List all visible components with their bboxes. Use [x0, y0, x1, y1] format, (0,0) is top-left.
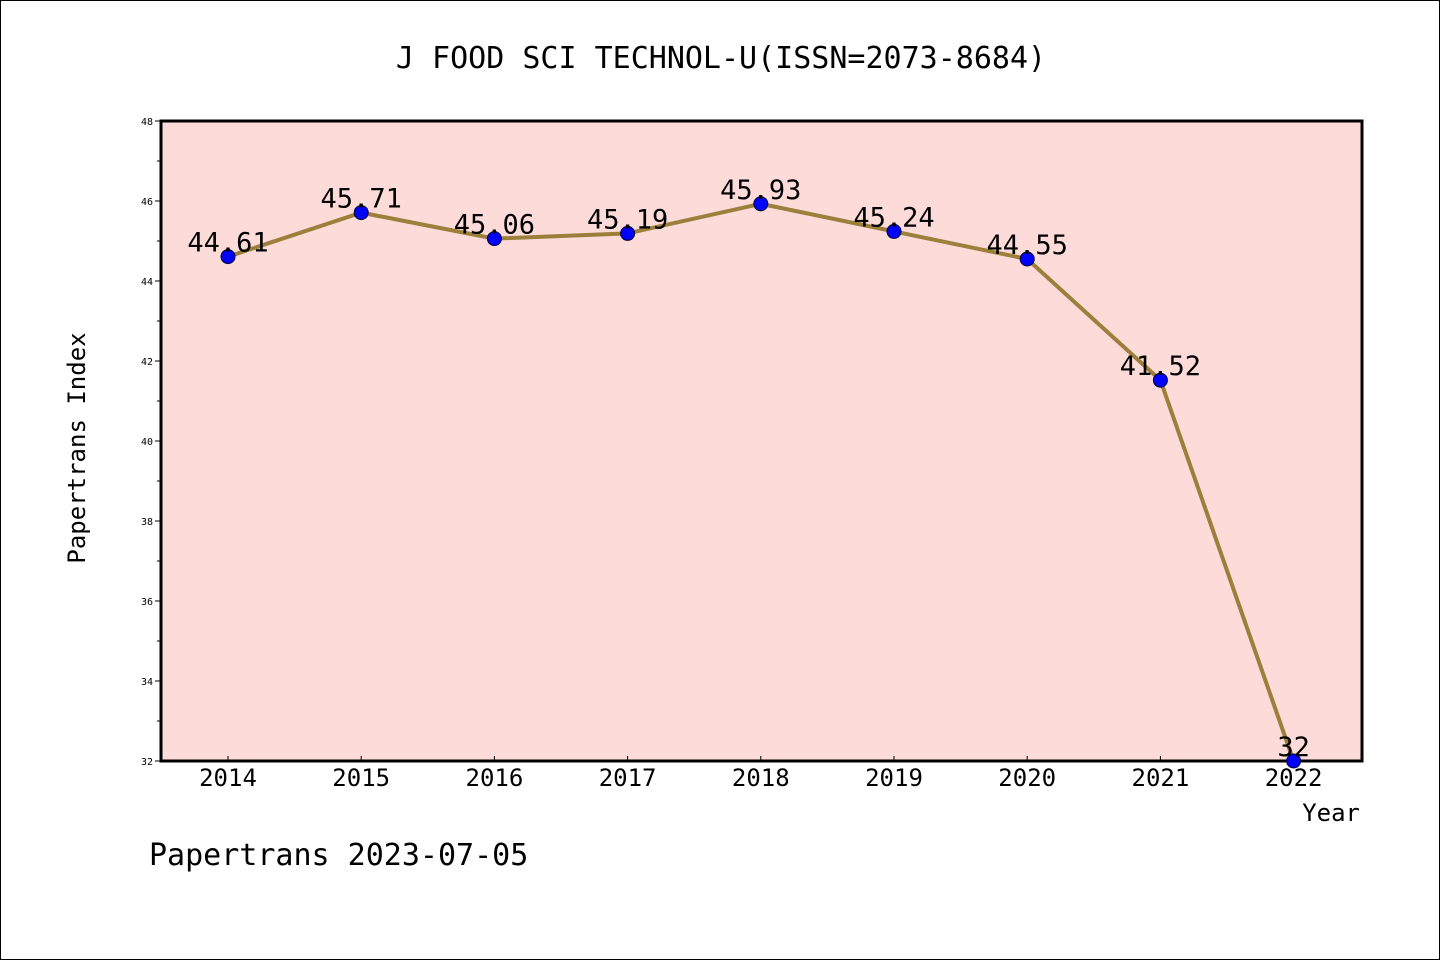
data-label: 44.61 — [187, 228, 268, 259]
data-label: 45.06 — [454, 210, 535, 241]
data-label: 44.55 — [987, 230, 1068, 261]
y-tick-label: 40 — [141, 437, 153, 448]
x-tick-label: 2014 — [199, 764, 257, 792]
data-point — [753, 196, 769, 212]
chart-title: J FOOD SCI TECHNOL-U(ISSN=2073-8684) — [396, 41, 1046, 76]
footer-text: Papertrans 2023-07-05 — [149, 838, 528, 873]
data-point — [886, 223, 902, 239]
data-point — [353, 205, 369, 221]
x-axis: 2014 2015 2016 2017 2018 2019 2020 2021 2022 — [199, 756, 1322, 792]
y-tick-label: 42 — [141, 357, 153, 368]
y-tick-label: 48 — [141, 117, 153, 128]
y-axis: 32 34 36 38 40 42 44 46 48 — [141, 117, 161, 768]
data-label: 45.24 — [853, 202, 934, 233]
data-label: 45.93 — [720, 175, 801, 206]
y-tick-label: 46 — [141, 197, 153, 208]
y-tick-label: 32 — [141, 757, 153, 768]
data-label: 32 — [1277, 732, 1310, 763]
data-point — [486, 231, 502, 247]
data-label: 45.19 — [587, 204, 668, 235]
x-tick-label: 2015 — [332, 764, 390, 792]
series-layer: 44.61 45.71 45.06 45.19 45.93 45.24 44.55 41.52… — [187, 175, 1310, 769]
x-tick-label: 2016 — [466, 764, 524, 792]
data-label: 45.71 — [321, 184, 402, 215]
plot-area — [159, 119, 1364, 763]
y-tick-label: 38 — [141, 517, 153, 528]
y-tick-label: 34 — [141, 677, 153, 688]
x-axis-label: Year — [1302, 799, 1360, 827]
x-tick-label: 2021 — [1132, 764, 1190, 792]
y-tick-label: 36 — [141, 597, 153, 608]
x-tick-label: 2018 — [732, 764, 790, 792]
y-axis-label: Papertrans Index — [63, 332, 91, 563]
data-label: 41.52 — [1120, 351, 1201, 382]
data-point — [1019, 251, 1035, 267]
data-point — [620, 225, 636, 241]
x-tick-label: 2020 — [998, 764, 1056, 792]
data-point — [220, 249, 236, 265]
x-tick-label: 2017 — [599, 764, 657, 792]
data-point — [1286, 753, 1302, 769]
x-tick-label: 2019 — [865, 764, 923, 792]
x-tick-label: 2022 — [1265, 764, 1323, 792]
y-tick-label: 44 — [141, 277, 153, 288]
data-point — [1152, 372, 1168, 388]
